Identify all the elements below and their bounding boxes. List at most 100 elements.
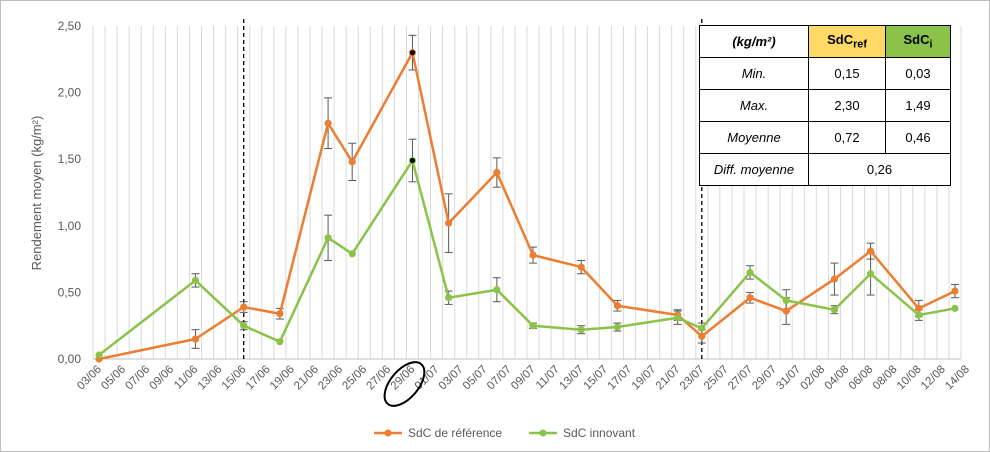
x-tick-label: 15/06 [220,363,249,392]
stats-row-min: Min. 0,15 0,03 [699,57,951,90]
data-point [830,275,839,283]
x-tick-label: 02/08 [798,363,827,392]
stats-row-label: Max. [699,89,809,122]
x-tick-label: 08/08 [871,363,900,392]
y-tick-label: 0,50 [58,285,82,299]
data-point [830,306,839,314]
x-tick-label: 07/07 [485,363,514,392]
stats-ref-value: 2,30 [808,89,886,122]
legend-label-ref: SdC de référence [408,426,502,440]
data-point [577,263,585,271]
stats-table: (kg/m²) SdCref SdCi Min. 0,15 0,03 Max. … [699,25,951,186]
x-tick-label: 19/06 [268,363,297,392]
data-point [866,270,875,278]
data-point [951,304,959,312]
x-tick-label: 23/06 [316,363,345,392]
data-point [782,296,790,304]
stats-innov-value: 1,49 [885,89,951,122]
x-tick-label: 29/06 [389,363,418,392]
x-tick-label: 31/07 [774,363,803,392]
x-tick-label: 15/07 [581,363,610,392]
data-point [674,314,682,322]
y-axis-title: Rendement moyen (kg/m²) [29,116,44,271]
data-point [445,219,453,227]
y-tick-label: 2,50 [58,19,82,33]
x-tick-label: 06/08 [847,363,876,392]
stats-ref-value: 0,15 [808,57,886,90]
legend-label-innov: SdC innovant [563,426,636,440]
x-tick-label: 27/06 [364,363,393,392]
data-point [746,294,754,302]
stats-innov-header-sub: i [929,38,933,51]
legend-swatch-point [384,429,392,437]
highlight-layer [383,361,426,407]
data-point [240,303,248,311]
data-point [915,304,923,312]
x-tick-label: 03/06 [75,363,104,392]
data-point [782,307,790,315]
data-point [240,322,248,330]
data-point [276,338,284,346]
data-point [348,250,356,258]
x-tick-label: 12/08 [919,363,948,392]
stats-diff-value: 0,26 [808,153,951,186]
x-tick-label: 11/07 [534,363,562,391]
stats-row-label: Min. [699,57,809,90]
stats-header-row: (kg/m²) SdCref SdCi [699,25,951,58]
data-point [529,322,537,330]
x-tick-label: 13/06 [196,363,225,392]
series-lines [98,51,956,361]
stats-row-label: Diff. moyenne [699,153,809,186]
stats-row-max: Max. 2,30 1,49 [699,89,951,122]
stats-unit-header: (kg/m²) [699,25,809,58]
stats-innov-header-text: SdC [903,32,930,48]
stats-ref-value: 0,72 [808,121,886,154]
x-tick-label: 17/07 [606,363,635,392]
legend-swatch-point [539,429,547,437]
data-point [698,324,706,332]
legend: SdC de référence SdC innovant [374,426,636,440]
stats-ref-header-text: SdC [827,32,854,48]
x-tick-label: 13/07 [557,363,586,392]
stats-innov-value: 0,46 [885,121,951,154]
data-point [613,323,622,331]
x-tick-label: 27/07 [726,363,755,392]
y-tick-label: 2,00 [58,86,82,100]
y-tick-label: 1,50 [58,152,82,166]
data-point [613,302,622,310]
data-point [866,247,875,255]
x-axis-ticks: 03/0605/0607/0609/0611/0613/0615/0617/06… [75,363,972,392]
data-point [95,351,103,359]
x-tick-label: 25/06 [340,363,369,392]
x-tick-label: 19/07 [630,363,659,392]
stats-row-label: Moyenne [699,121,809,154]
x-tick-label: 29/07 [750,363,779,392]
y-tick-label: 0,00 [58,352,82,366]
data-point [324,119,332,127]
x-tick-label: 03/07 [437,363,466,392]
x-tick-label: 11/06 [172,363,200,391]
peak-marker [409,50,416,56]
data-point [445,294,453,302]
data-point [915,311,923,319]
stats-row-mean: Moyenne 0,72 0,46 [699,121,951,154]
x-tick-label: 01/07 [413,363,442,392]
data-point [191,335,200,343]
data-point [191,276,200,285]
x-tick-label: 23/07 [678,363,707,392]
series-points [95,49,959,363]
x-tick-label: 14/08 [943,363,972,392]
data-point [951,287,959,295]
data-point [746,268,754,277]
stats-ref-header-sub: ref [853,38,867,51]
x-tick-label: 09/07 [509,363,538,392]
stats-innov-header: SdCi [885,25,951,58]
x-tick-label: 10/08 [895,363,924,392]
stats-innov-value: 0,03 [885,57,951,90]
y-axis-ticks: 0,00 0,50 1,00 1,50 2,00 2,50 [58,19,82,366]
x-tick-label: 09/06 [147,363,176,392]
data-point [529,251,537,259]
x-tick-label: 25/07 [702,363,731,392]
